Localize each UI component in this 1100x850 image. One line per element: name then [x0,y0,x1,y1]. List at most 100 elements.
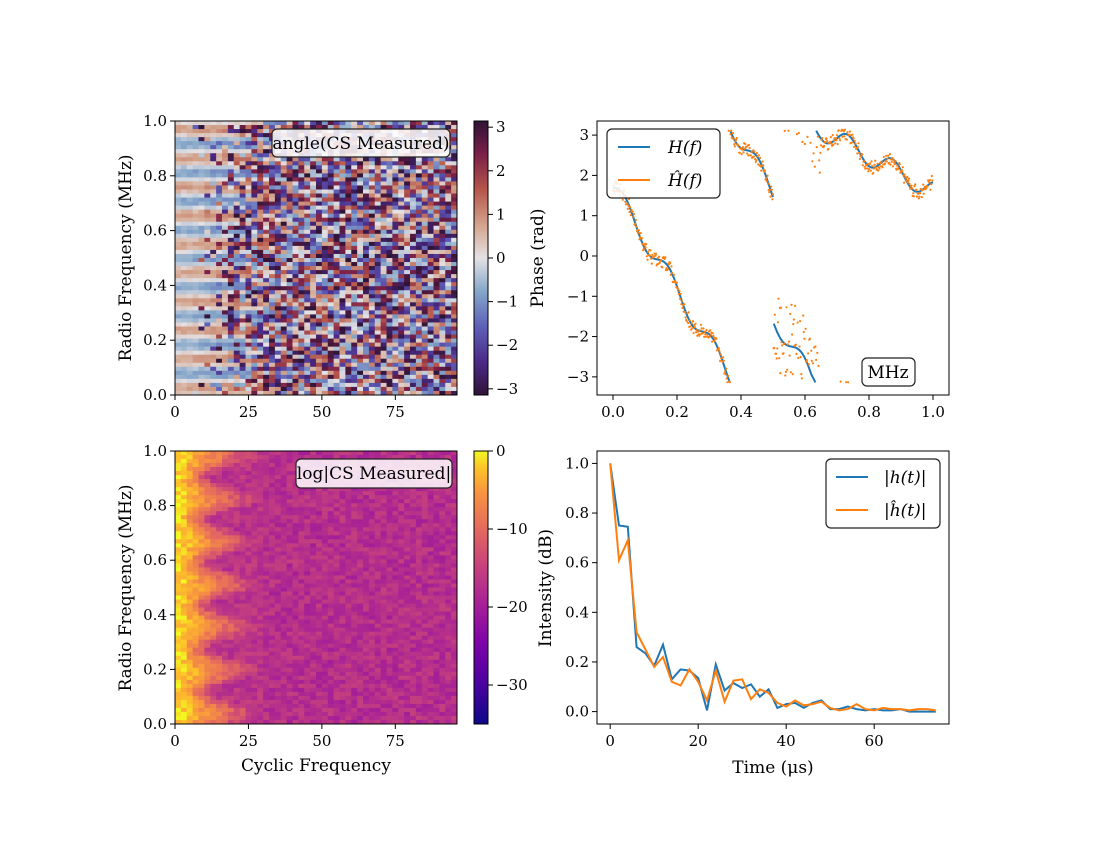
heatmap-cell [351,511,358,516]
heatmap-cell [327,507,335,512]
heatmap-cell [363,451,370,456]
heatmap-cell [433,225,440,231]
heatmap-cell [363,209,370,215]
heatmap-cell [386,519,393,524]
heatmap-cell [316,455,323,460]
heatmap-cell [333,503,341,508]
h-hat-f-point [886,157,889,160]
heatmap-cell [415,245,423,251]
heatmap-cell [316,157,323,162]
heatmap-cell [216,310,223,315]
h-hat-f-point [725,367,728,370]
heatmap-cell [386,511,393,516]
heatmap-cell [222,258,229,263]
heatmap-cell [451,149,458,154]
heatmap-cell [392,270,399,275]
heatmap-cell [175,495,182,500]
heatmap-cell [280,519,288,524]
heatmap-cell [263,157,270,162]
heatmap-cell [351,161,358,166]
heatmap-cell [263,467,270,472]
heatmap-cell [392,253,399,259]
heatmap-cell [298,310,305,315]
heatmap-cell [345,217,352,223]
heatmap-cell [415,531,423,536]
heatmap-cell [233,382,241,388]
heatmap-cell [304,193,311,199]
heatmap-cell [415,342,423,348]
heatmap-cell [380,306,388,311]
heatmap-cell [233,310,241,315]
heatmap-cell [439,386,446,392]
heatmap-cell [251,209,258,215]
heatmap-cell [316,181,323,186]
h-hat-f-point [898,163,901,166]
heatmap-cell [269,213,276,219]
h-hat-f-point [767,182,770,185]
heatmap-cell [345,451,352,456]
heatmap-cell [415,266,423,271]
heatmap-cell [298,237,305,243]
heatmap-cell [216,314,223,319]
heatmap-cell [410,523,417,528]
heatmap-cell [421,539,429,544]
heatmap-cell [269,338,276,344]
heatmap-cell [204,499,211,504]
heatmap-cell [239,483,247,488]
heatmap-cell [380,378,388,384]
heatmap-cell [257,185,264,190]
heatmap-cell [263,282,270,287]
heatmap-cell [386,266,393,271]
heatmap-cell [239,479,247,484]
heatmap-cell [351,290,358,295]
heatmap-cell [245,539,252,544]
heatmap-cell [227,237,235,243]
heatmap-cell [180,475,188,480]
heatmap-cell [251,322,258,327]
heatmap-cell [398,121,405,126]
heatmap-cell [357,125,364,130]
heatmap-cell [204,370,211,376]
heatmap-cell [269,507,276,512]
h-hat-f-point [726,381,729,384]
h-hat-f-point [847,381,850,384]
heatmap-cell [239,350,247,356]
heatmap-cell [210,306,217,311]
heatmap-cell [451,141,458,146]
heatmap-cell [175,543,182,548]
heatmap-cell [239,527,247,532]
heatmap-cell [257,125,264,130]
heatmap-cell [321,531,329,536]
heatmap-cell [257,225,264,231]
heatmap-cell [216,294,223,299]
heatmap-cell [451,249,458,255]
heatmap-cell [421,249,429,255]
heatmap-cell [445,370,452,376]
heatmap-cell [280,282,288,287]
heatmap-cell [316,165,323,170]
heatmap-cell [363,245,370,251]
heatmap-cell [204,378,211,384]
heatmap-cell [269,374,276,380]
heatmap-cell [263,390,270,396]
heatmap-cell [451,471,458,476]
heatmap-cell [222,286,229,291]
heatmap-cell [351,326,358,332]
heatmap-cell [316,193,323,199]
heatmap-cell [233,213,241,219]
heatmap-cell [339,306,346,311]
heatmap-cell [357,298,364,303]
heatmap-cell [239,129,247,134]
h-hat-f-point [800,373,803,376]
heatmap-cell [292,491,299,496]
heatmap-cell [357,249,364,255]
heatmap-cell [380,358,388,364]
heatmap-cell [427,282,435,287]
heatmap-cell [398,237,405,243]
heatmap-cell [357,326,364,332]
heatmap-cell [239,515,247,520]
heatmap-cell [327,213,335,219]
heatmap-cell [363,125,370,130]
h-hat-f-point [762,164,765,167]
heatmap-cell [363,286,370,291]
